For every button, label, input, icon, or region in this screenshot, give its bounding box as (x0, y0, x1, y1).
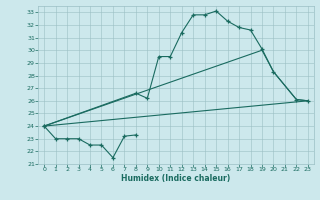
X-axis label: Humidex (Indice chaleur): Humidex (Indice chaleur) (121, 174, 231, 183)
